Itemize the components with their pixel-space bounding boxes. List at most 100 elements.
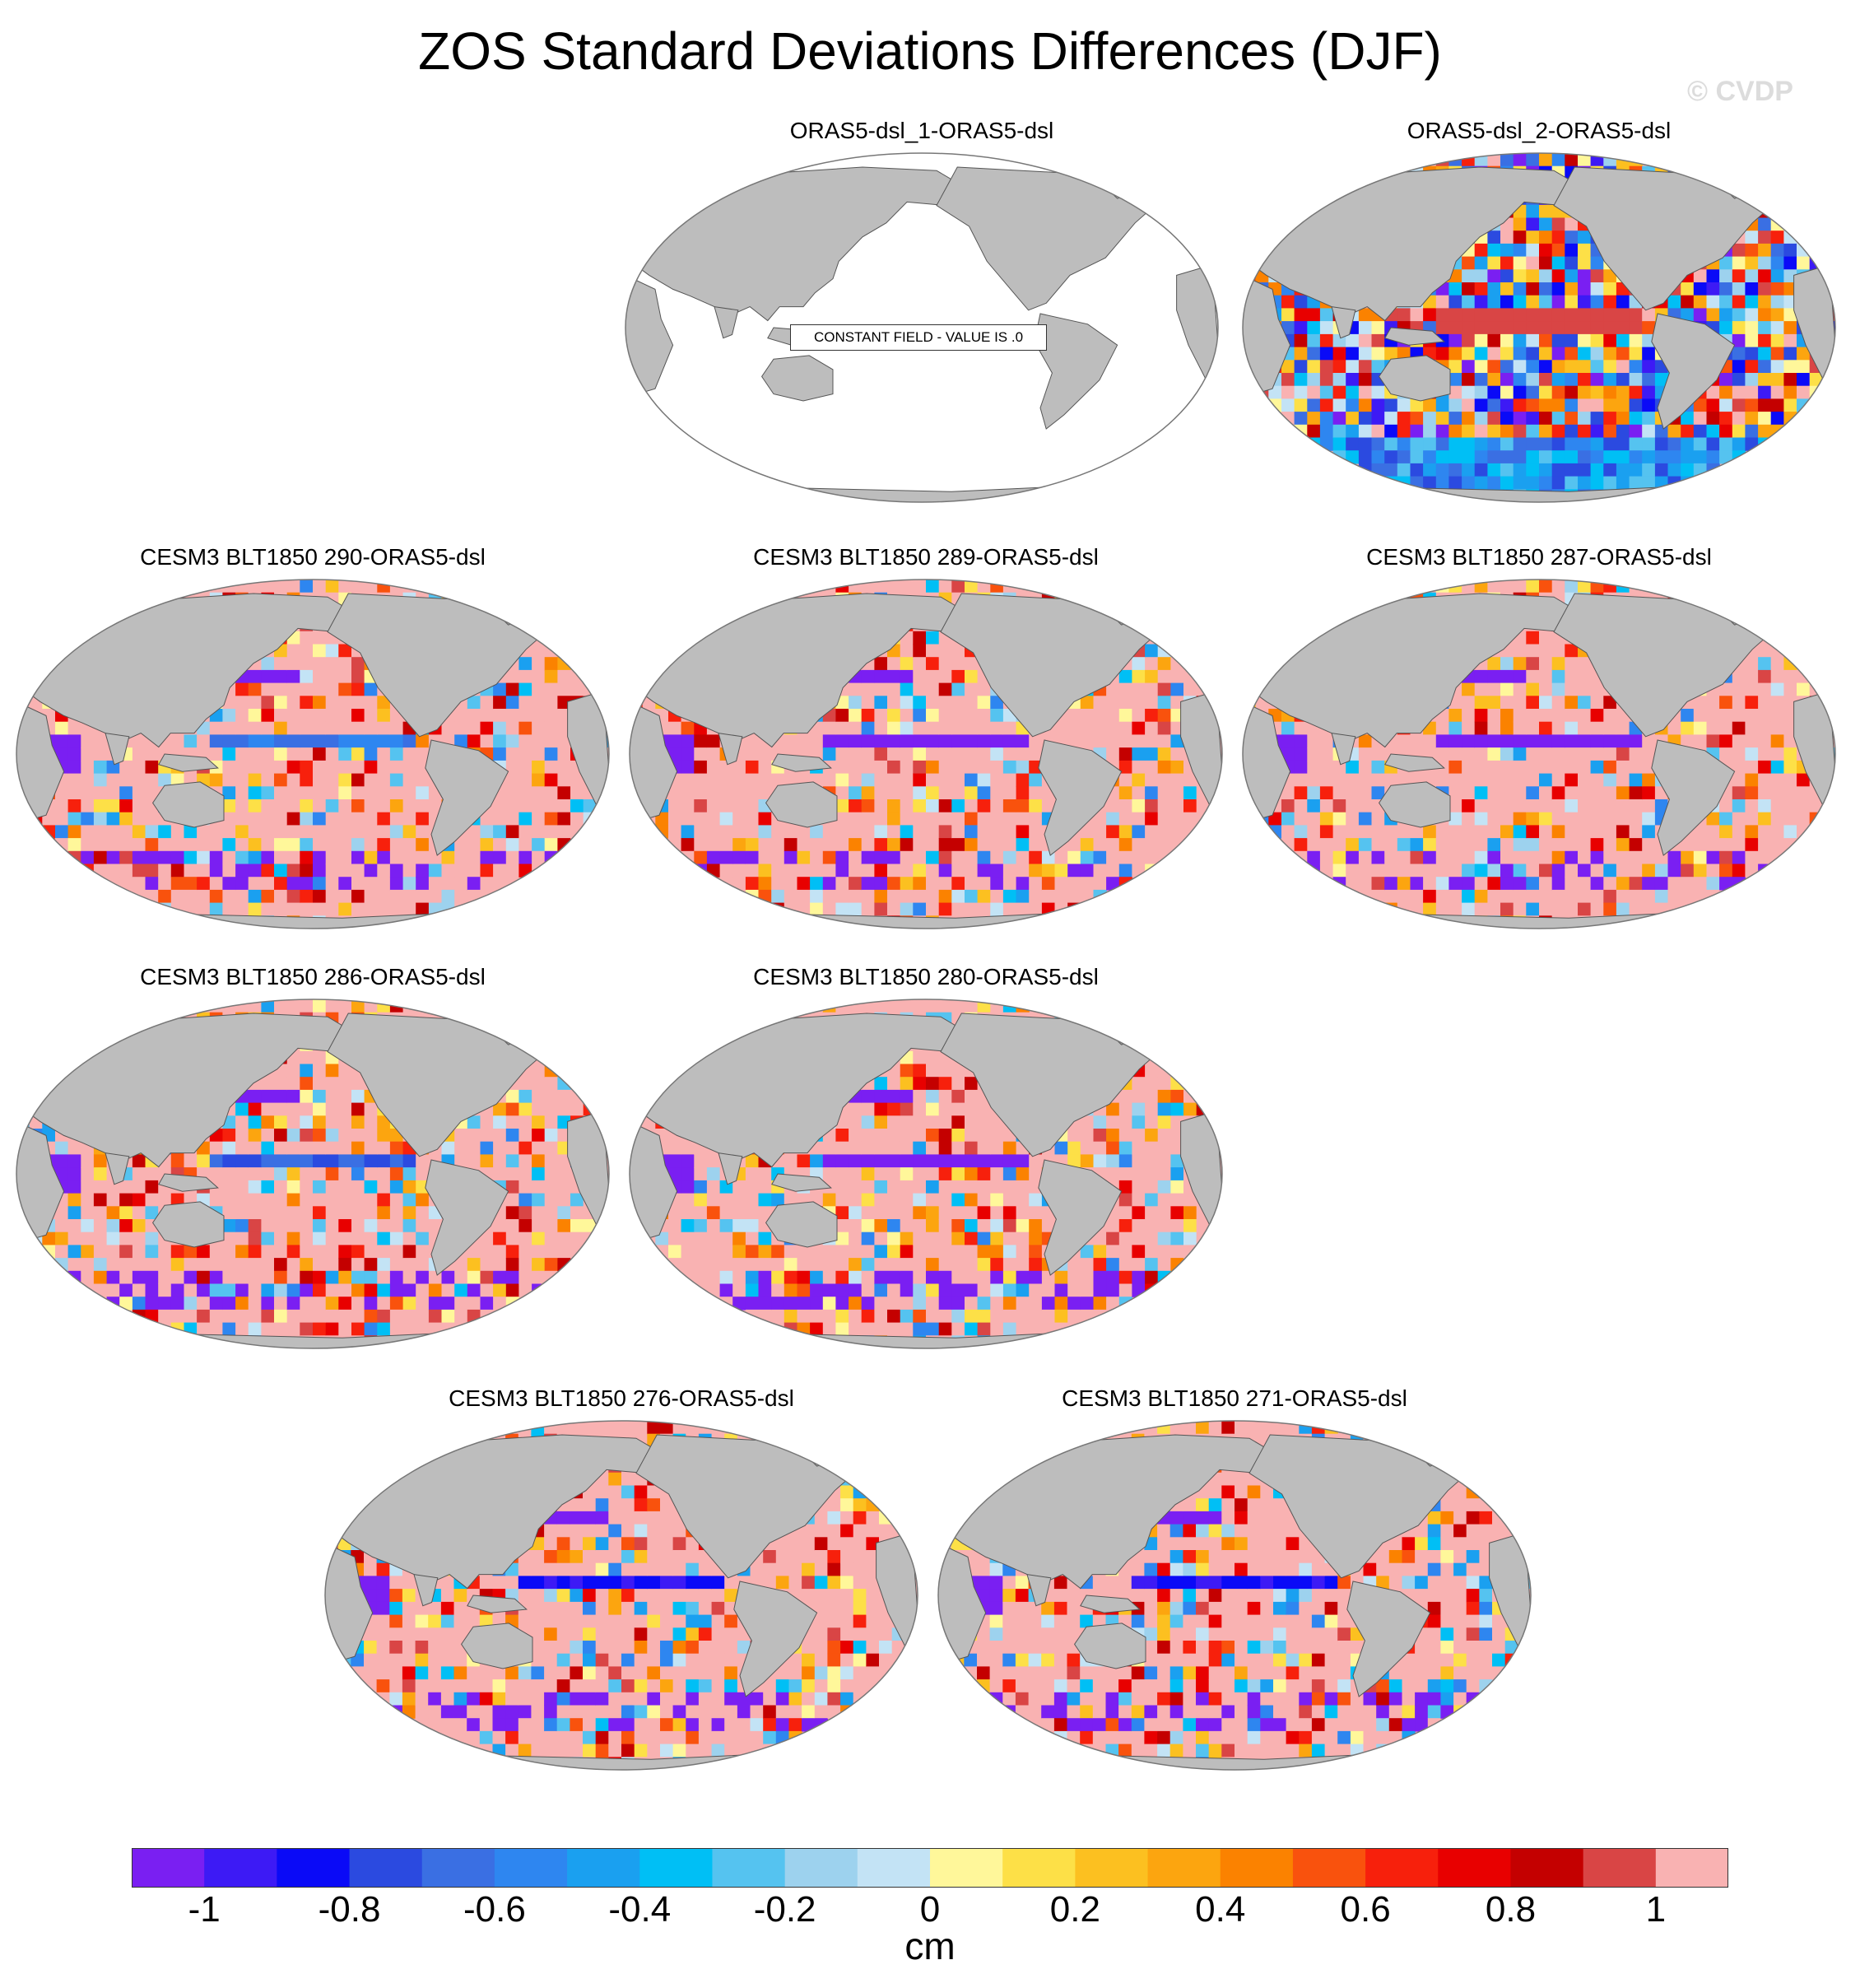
field-cell [977, 902, 991, 916]
field-cell [1487, 734, 1501, 748]
field-cell [771, 825, 785, 839]
field-cell [248, 773, 262, 787]
field-cell [313, 760, 327, 775]
field-cell [209, 1297, 224, 1311]
field-cell [248, 825, 262, 839]
field-cell [1346, 437, 1360, 451]
field-cell [184, 877, 198, 891]
field-cell [1487, 864, 1501, 878]
field-cell [1797, 786, 1811, 800]
field-cell [274, 850, 288, 865]
field-cell [119, 1258, 133, 1272]
field-cell [222, 760, 236, 775]
field-cell [1358, 450, 1373, 464]
field-cell [1332, 812, 1346, 826]
field-cell [286, 696, 300, 710]
field-cell [480, 877, 494, 891]
field-cell [1170, 760, 1184, 775]
field-cell [338, 1102, 352, 1116]
field-cell [1435, 295, 1450, 309]
field-cell [313, 812, 327, 826]
field-cell [1578, 295, 1592, 309]
field-cell [913, 669, 927, 684]
field-cell [222, 773, 236, 787]
field-cell [493, 734, 507, 748]
field-cell [1629, 825, 1643, 839]
field-cell [849, 709, 863, 723]
field-cell [1281, 385, 1295, 399]
field-cell [1423, 424, 1437, 439]
field-cell [1706, 838, 1720, 852]
field-cell [300, 773, 314, 787]
field-cell [977, 734, 991, 748]
field-cell [1629, 463, 1643, 477]
field-cell [1358, 812, 1373, 826]
field-cell [835, 838, 849, 852]
map-outline [1242, 579, 1836, 929]
field-cell [1435, 153, 1450, 167]
field-cell [364, 1129, 378, 1143]
field-cell [1642, 850, 1656, 865]
field-cell [1054, 889, 1068, 904]
field-cell [1732, 773, 1746, 787]
field-cell [887, 786, 901, 800]
field-cell [209, 1245, 224, 1259]
field-cell [1667, 850, 1681, 865]
field-cell [389, 902, 404, 916]
field-cell [1616, 721, 1630, 735]
field-cell [1578, 850, 1592, 865]
field-cell [1435, 463, 1450, 477]
field-cell [158, 877, 172, 891]
field-cell [745, 760, 760, 775]
field-cell [1500, 153, 1514, 167]
field-cell [1474, 398, 1488, 412]
field-cell [1371, 385, 1385, 399]
field-cell [351, 877, 365, 891]
field-cell [544, 721, 558, 735]
field-cell [1281, 747, 1295, 761]
field-cell [1474, 850, 1488, 865]
field-cell [1332, 424, 1346, 439]
field-cell [1578, 734, 1592, 748]
field-cell [325, 773, 339, 787]
field-cell [313, 657, 327, 671]
field-cell [325, 760, 339, 775]
field-cell [557, 773, 571, 787]
field-cell [197, 850, 211, 865]
field-cell [261, 1154, 275, 1168]
field-cell [1590, 308, 1604, 322]
field-cell [197, 1297, 211, 1311]
field-cell [1719, 269, 1733, 283]
field-cell [274, 682, 288, 696]
field-cell [93, 747, 108, 761]
field-cell [222, 902, 236, 916]
field-cell [835, 721, 849, 735]
field-cell [1603, 295, 1617, 309]
field-cell [874, 825, 888, 839]
field-cell [300, 696, 314, 710]
field-cell [402, 580, 416, 594]
field-cell [1487, 450, 1501, 464]
field-cell [1616, 333, 1630, 348]
field-cell [377, 760, 391, 775]
field-cell [1758, 424, 1772, 439]
field-cell [1448, 476, 1462, 490]
field-cell [145, 838, 159, 852]
field-cell [416, 799, 430, 813]
field-cell [300, 1089, 314, 1104]
field-cell [106, 786, 120, 800]
field-cell [325, 1206, 339, 1220]
field-cell [493, 877, 507, 891]
field-cell [1513, 657, 1527, 671]
field-cell [532, 734, 546, 748]
field-cell [1307, 321, 1321, 335]
field-cell [313, 1193, 327, 1207]
field-cell [532, 760, 546, 775]
field-cell [402, 999, 416, 1013]
field-cell [1500, 321, 1514, 335]
field-cell [132, 838, 146, 852]
field-cell [119, 1219, 133, 1233]
field-cell [822, 580, 837, 594]
field-cell [1526, 864, 1540, 878]
field-cell [1170, 747, 1184, 761]
